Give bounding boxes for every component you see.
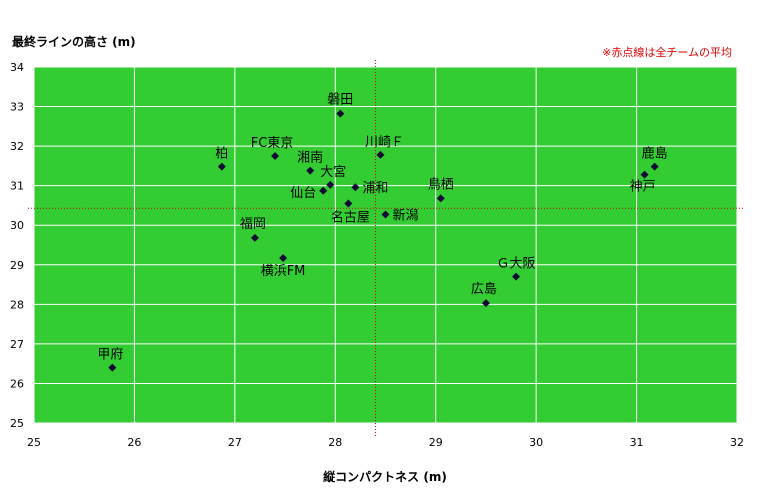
data-point-11 <box>650 162 659 171</box>
point-label-16: 広島 <box>471 282 497 297</box>
point-label-5: 大宮 <box>320 164 346 180</box>
x-tick-label-3: 28 <box>328 436 342 449</box>
data-point-2 <box>376 150 385 159</box>
y-tick-label-0: 25 <box>10 417 24 430</box>
average-note: ※赤点線は全チームの平均 <box>602 45 732 59</box>
x-axis-title: 縦コンパクトネス (m) <box>323 469 447 484</box>
point-label-8: 鳥栖 <box>428 177 454 192</box>
y-axis-title: 最終ラインの高さ (m) <box>12 34 136 49</box>
y-tick-label-1: 26 <box>10 377 24 390</box>
x-tick-label-2: 27 <box>228 436 242 449</box>
y-tick-label-9: 34 <box>10 61 24 74</box>
data-point-1 <box>271 152 280 160</box>
data-point-3 <box>217 162 226 171</box>
y-axis-ticks: 25 26 27 28 29 30 31 32 33 34 <box>10 61 24 430</box>
x-tick-label-4: 29 <box>429 436 443 449</box>
data-point-13 <box>250 233 259 242</box>
y-tick-label-3: 28 <box>10 298 24 311</box>
point-label-9: 名古屋 <box>331 209 370 225</box>
point-label-14: 横浜FM <box>261 264 306 279</box>
point-label-6: 仙台 <box>290 186 316 201</box>
x-axis-ticks: 25 26 27 28 29 30 31 32 <box>27 436 744 449</box>
y-tick-label-6: 31 <box>10 180 24 193</box>
data-point-15 <box>512 272 521 281</box>
data-point-16 <box>481 299 490 308</box>
point-label-15: Ｇ大阪 <box>497 257 536 272</box>
point-label-3: 柏 <box>215 147 228 162</box>
point-label-0: 磐田 <box>327 93 353 108</box>
data-point-6 <box>319 186 328 195</box>
x-tick-label-5: 30 <box>529 436 543 449</box>
y-tick-label-2: 27 <box>10 338 24 351</box>
data-point-12 <box>640 170 649 179</box>
point-label-10: 新潟 <box>393 208 419 224</box>
y-tick-label-7: 32 <box>10 140 24 153</box>
x-tick-label-1: 26 <box>127 436 141 449</box>
point-label-1: FC東京 <box>251 135 294 151</box>
grid-lines <box>33 66 738 424</box>
point-label-13: 福岡 <box>240 217 266 232</box>
data-point-10 <box>381 210 390 219</box>
x-tick-label-6: 31 <box>630 436 644 449</box>
data-points <box>108 109 659 372</box>
y-tick-label-5: 30 <box>10 219 24 232</box>
point-label-4: 湘南 <box>297 150 323 166</box>
data-point-7 <box>351 183 360 192</box>
plot-area <box>33 66 738 424</box>
y-tick-label-4: 29 <box>10 259 24 272</box>
data-point-17 <box>108 363 117 372</box>
point-label-17: 甲府 <box>97 348 123 363</box>
data-point-9 <box>344 199 353 208</box>
data-point-4 <box>306 166 315 175</box>
point-label-12: 神戸 <box>630 180 656 195</box>
point-label-2: 川崎Ｆ <box>365 135 404 150</box>
point-label-7: 浦和 <box>362 181 388 196</box>
y-tick-label-8: 33 <box>10 101 24 114</box>
point-label-11: 鹿島 <box>642 146 668 162</box>
data-point-0 <box>336 109 345 118</box>
data-point-14 <box>279 254 288 263</box>
x-tick-label-7: 32 <box>730 436 744 449</box>
x-tick-label-0: 25 <box>27 436 41 449</box>
average-lines <box>28 60 745 438</box>
data-point-8 <box>436 194 445 203</box>
data-point-5 <box>326 180 335 189</box>
